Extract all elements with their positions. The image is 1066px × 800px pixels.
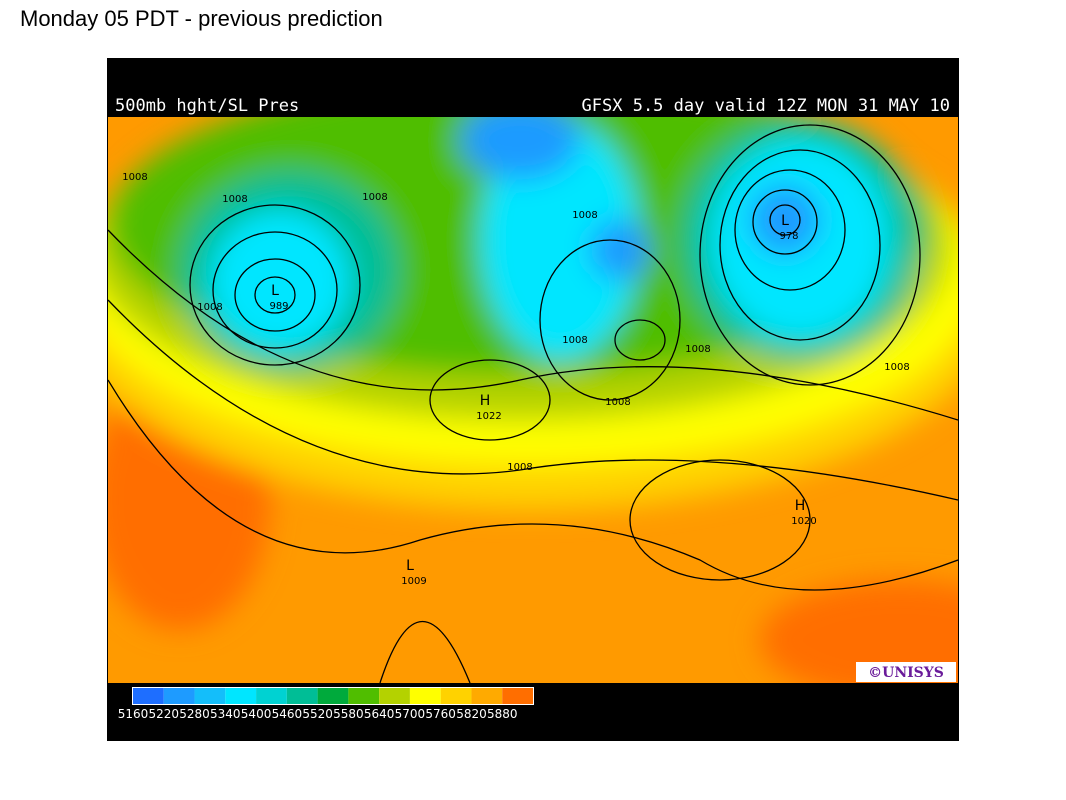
legend-label: 5760 (425, 707, 456, 721)
legend-label: 5700 (395, 707, 426, 721)
legend-swatch (225, 688, 257, 704)
pressure-center-value: 989 (269, 301, 288, 312)
legend-label: 5220 (148, 707, 179, 721)
isobar-label: 1008 (362, 192, 387, 203)
pressure-center-value: 1022 (476, 411, 501, 422)
legend-label: 5820 (456, 707, 487, 721)
legend-swatch (440, 688, 472, 704)
pressure-center-value: 1020 (791, 516, 816, 527)
pressure-center-mark: H (480, 393, 491, 409)
pressure-center-value: 978 (779, 231, 798, 242)
legend-swatch (471, 688, 503, 704)
map-field (108, 117, 958, 683)
legend-swatch (194, 688, 226, 704)
isobar-label: 1008 (197, 302, 222, 313)
legend-label: 5400 (241, 707, 272, 721)
legend-label: 5640 (364, 707, 395, 721)
isobar-label: 1008 (572, 210, 597, 221)
legend-label: 5580 (333, 707, 364, 721)
legend-label: 5460 (272, 707, 303, 721)
isobar-label: 1008 (222, 194, 247, 205)
legend-swatch (163, 688, 195, 704)
legend-swatch (133, 688, 164, 704)
map-header-left: 500mb hght/SL Pres (115, 96, 299, 116)
credit: ©UNISYS (868, 665, 944, 681)
page-title: Monday 05 PDT - previous prediction (20, 6, 383, 31)
legend-swatch (286, 688, 318, 704)
isobar-label: 1008 (122, 172, 147, 183)
map-header-right: GFSX 5.5 day valid 12Z MON 31 MAY 10 (582, 96, 950, 116)
legend-swatch (256, 688, 287, 704)
legend-label: 5880 (487, 707, 518, 721)
isobars (108, 124, 958, 683)
legend-label: 5340 (210, 707, 241, 721)
legend-swatch (379, 688, 410, 704)
legend-swatch (409, 688, 441, 704)
legend-label: 5280 (179, 707, 210, 721)
legend-label: 5520 (302, 707, 333, 721)
pressure-center-mark: L (271, 283, 279, 299)
legend-swatch (317, 688, 349, 704)
isobar-label: 1008 (562, 335, 587, 346)
isobar-label: 1008 (605, 397, 630, 408)
isobar-label: 1008 (685, 344, 710, 355)
isobar-label: 1008 (884, 362, 909, 373)
pressure-center-value: 1009 (401, 576, 426, 587)
legend-label: 5160 (118, 707, 149, 721)
legend-swatch (502, 688, 533, 704)
legend-swatch (348, 688, 380, 704)
pressure-center-mark: L (406, 558, 414, 574)
isobar-label: 1008 (507, 462, 532, 473)
pressure-center-mark: H (795, 498, 806, 514)
pressure-center-mark: L (781, 213, 789, 229)
